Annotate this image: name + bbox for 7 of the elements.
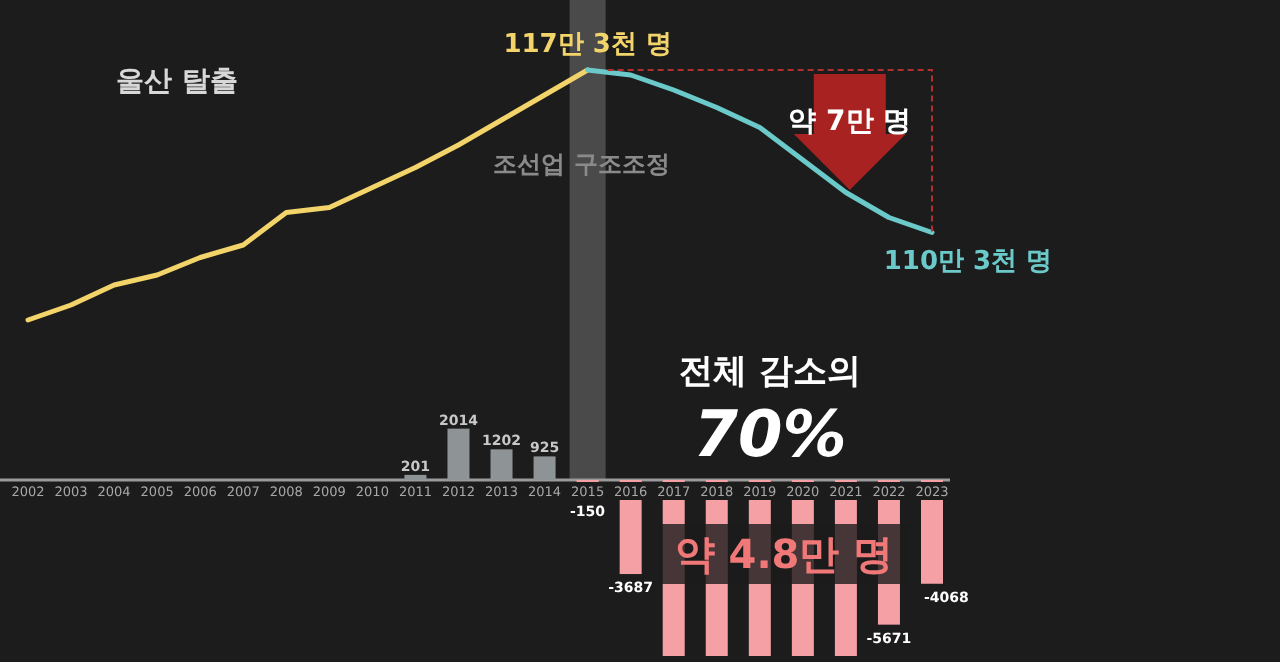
band-label: 조선업 구조조정 <box>493 150 670 178</box>
chart-title: 울산 탈출 <box>116 66 238 98</box>
text: 전체 감소의 <box>679 352 861 392</box>
annotation: 70% <box>693 396 847 472</box>
annotation: 117만 3천 명 <box>503 30 672 60</box>
annotation: 110만 3천 명 <box>883 246 1053 277</box>
annotation: 약 4.8만 명 <box>674 530 894 578</box>
